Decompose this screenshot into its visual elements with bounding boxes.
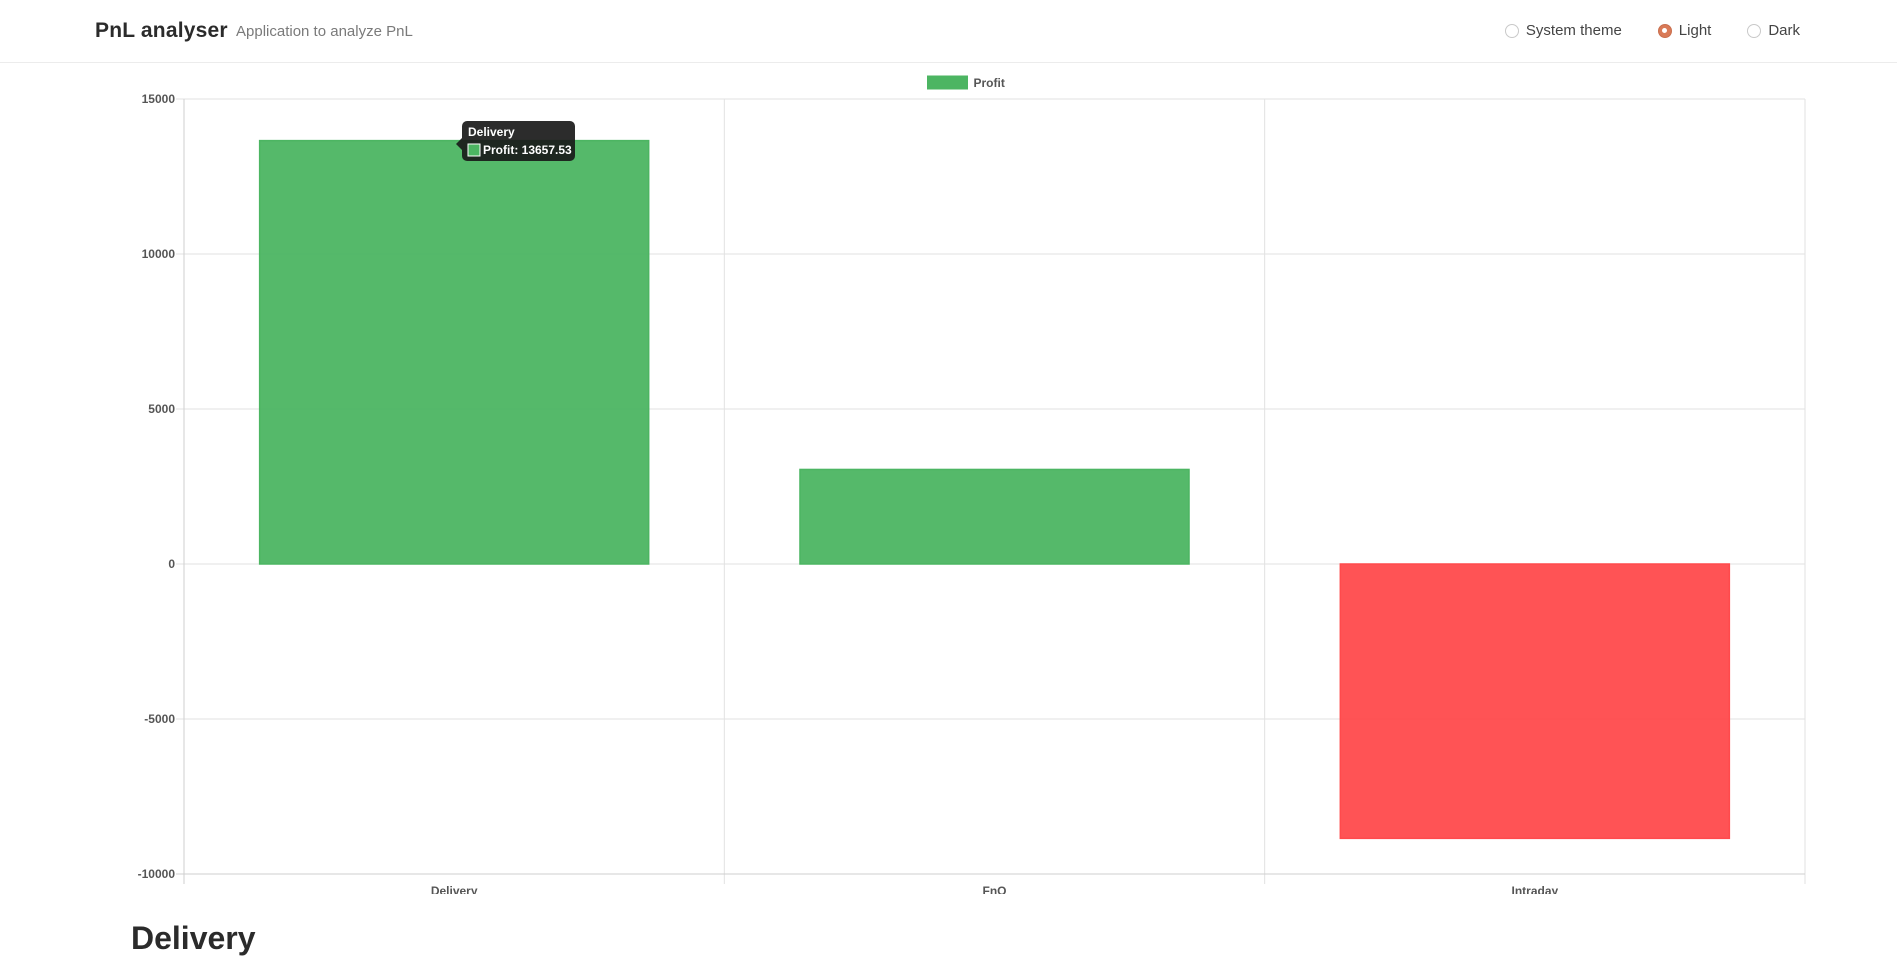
tooltip-box [462, 121, 575, 161]
legend-swatch [927, 75, 968, 90]
x-tick-label: Delivery [431, 884, 478, 894]
x-tick-label: Intraday [1511, 884, 1558, 894]
app-header: PnL analyser Application to analyze PnL … [0, 0, 1897, 63]
tooltip-value: Profit: 13657.53 [483, 143, 572, 157]
tooltip-swatch [467, 143, 481, 157]
x-tick-label: FnO [983, 884, 1007, 894]
dark-theme-label: Dark [1768, 22, 1800, 39]
section-title: Delivery [131, 920, 256, 956]
y-tick-label: 0 [168, 557, 175, 571]
app-title: PnL analyser [95, 19, 228, 42]
theme-selector: System theme Light Dark [1504, 22, 1800, 39]
profit-chart-svg: 15000 10000 5000 0 -5000 -10000 Delivery FnO Int… [138, 75, 1806, 898]
legend-label: Profit [974, 76, 1005, 90]
bar-fno[interactable] [799, 468, 1190, 565]
chart-tooltip: Delivery Profit: 13657.53 [456, 121, 575, 161]
theme-option-system[interactable]: System theme [1504, 22, 1622, 39]
app-subtitle: Application to analyze PnL [236, 23, 413, 40]
system-theme-label: System theme [1525, 22, 1622, 39]
theme-option-light[interactable]: Light [1657, 22, 1712, 39]
light-theme-label: Light [1678, 22, 1712, 39]
y-tick-label: -5000 [144, 712, 175, 726]
light-theme-radio[interactable] [1657, 23, 1672, 38]
y-tick-label: -10000 [138, 867, 176, 881]
theme-option-dark[interactable]: Dark [1747, 22, 1800, 39]
system-theme-radio[interactable] [1504, 23, 1519, 38]
tooltip-caret [456, 138, 462, 150]
tooltip-title: Delivery [468, 125, 515, 139]
bar-delivery[interactable] [258, 139, 650, 565]
profit-chart: 15000 10000 5000 0 -5000 -10000 Delivery FnO Int… [0, 64, 1897, 898]
y-tick-label: 5000 [148, 402, 175, 416]
y-tick-label: 15000 [142, 92, 176, 106]
dark-theme-radio[interactable] [1747, 23, 1762, 38]
bar-intraday[interactable] [1339, 563, 1731, 840]
y-tick-label: 10000 [142, 247, 176, 261]
